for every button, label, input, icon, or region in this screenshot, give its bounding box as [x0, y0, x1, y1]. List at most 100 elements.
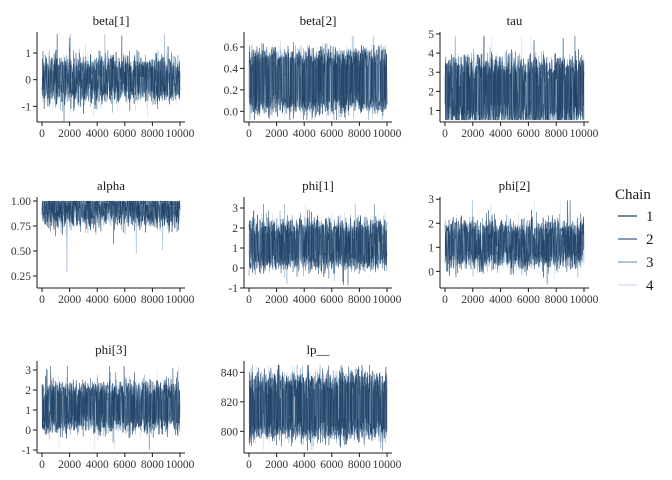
panel-alpha: alpha 1.00 0.75 0.50 0.25 0 2000 4000 6000 8000 10…: [11, 178, 195, 306]
panel-title: phi[3]: [95, 342, 127, 357]
x-tick-label: 6000: [320, 294, 343, 306]
x-tick-label: 4000: [86, 128, 109, 140]
trace-chain-1: [444, 200, 585, 278]
legend-label: 3: [646, 255, 654, 271]
panel-phi-3: phi[3] 3 2 1 0 -1 0 2000 4000 6000 8000 10000: [21, 342, 194, 471]
y-tick-label: 0.50: [11, 246, 31, 258]
y-tick-label: 840: [221, 367, 239, 379]
panel-tau: tau 5 4 3 2 10 2000 4000 6000 8000 10000: [428, 13, 598, 140]
x-tick-label: 2000: [461, 294, 484, 306]
y-tick-label: 0: [25, 75, 31, 87]
x-tick-label: 6000: [320, 128, 343, 140]
x-tick-label: 4000: [293, 128, 316, 140]
trace-chain-1: [248, 209, 388, 283]
y-tick-label: 1: [428, 105, 434, 117]
x-tick-label: 8000: [141, 128, 164, 140]
panel-title: phi[1]: [302, 178, 334, 193]
panel-title: beta[2]: [300, 13, 337, 28]
x-tick-label: 8000: [348, 294, 371, 306]
y-tick-label: 0: [232, 263, 238, 275]
x-tick-label: 6000: [517, 294, 540, 306]
x-tick-label: 8000: [141, 459, 164, 471]
x-tick-label: 2000: [58, 294, 81, 306]
x-tick-label: 2000: [265, 459, 288, 471]
panel-title: beta[1]: [93, 13, 130, 28]
x-tick-label: 4000: [293, 459, 316, 471]
y-tick-label: 0.4: [224, 63, 239, 75]
y-tick-label: 0.25: [11, 271, 31, 283]
x-tick-label: 0: [39, 128, 45, 140]
x-tick-label: 2000: [265, 294, 288, 306]
x-tick-label: 0: [246, 459, 252, 471]
x-tick-label: 6000: [320, 459, 343, 471]
y-tick-label: -1: [21, 445, 31, 457]
y-tick-label: -1: [228, 283, 238, 295]
y-tick-label: 0: [25, 425, 31, 437]
y-tick-label: 0.2: [224, 85, 239, 97]
x-tick-label: 8000: [348, 128, 371, 140]
y-tick-label: 4: [428, 48, 434, 60]
x-tick-label: 10000: [373, 459, 402, 471]
y-tick-label: 3: [428, 67, 434, 79]
y-tick-label: 1: [232, 243, 238, 255]
x-tick-label: 0: [246, 128, 252, 140]
y-tick-label: 820: [221, 397, 239, 409]
x-tick-label: 8000: [348, 459, 371, 471]
x-tick-label: 2000: [58, 128, 81, 140]
legend: Chain 1 2 3 4: [615, 187, 654, 294]
legend-label: 2: [646, 232, 654, 248]
y-tick-label: 0.0: [224, 106, 239, 118]
x-tick-label: 10000: [166, 128, 195, 140]
x-tick-label: 10000: [166, 459, 195, 471]
x-tick-label: 4000: [489, 128, 512, 140]
x-tick-label: 10000: [166, 294, 195, 306]
y-tick-label: 3: [25, 365, 31, 377]
legend-item-chain-3: 3: [618, 255, 654, 271]
y-tick-label: 1: [25, 48, 31, 60]
legend-item-chain-1: 1: [618, 209, 654, 225]
x-tick-label: 4000: [86, 459, 109, 471]
x-tick-label: 0: [246, 294, 252, 306]
panel-title: lp__: [306, 342, 330, 357]
x-tick-label: 4000: [86, 294, 109, 306]
y-tick-label: 0.75: [11, 221, 31, 233]
x-tick-label: 10000: [373, 128, 402, 140]
y-tick-label: 2: [25, 385, 31, 397]
y-tick-label: 3: [232, 203, 238, 215]
x-tick-label: 8000: [545, 128, 568, 140]
x-tick-label: 2000: [58, 459, 81, 471]
y-tick-label: 0: [428, 266, 434, 278]
legend-label: 1: [646, 209, 654, 225]
legend-title: Chain: [615, 187, 651, 203]
trace-chain-1: [41, 365, 181, 439]
x-tick-label: 0: [39, 459, 45, 471]
panel-title: tau: [507, 13, 523, 28]
trace-chain-1: [248, 43, 388, 121]
trace-chain-1: [41, 200, 181, 244]
legend-item-chain-4: 4: [618, 278, 654, 294]
y-tick-label: 0.6: [224, 42, 239, 54]
x-tick-label: 0: [39, 294, 45, 306]
x-tick-label: 2000: [265, 128, 288, 140]
legend-label: 4: [646, 278, 654, 294]
y-tick-label: 800: [221, 426, 239, 438]
panel-title: phi[2]: [499, 178, 531, 193]
trace-chain-1: [41, 34, 181, 114]
panel-beta-1: beta[1] 1 0 -1 0 2000 4000 6000 8000 10000: [21, 13, 194, 140]
panel-beta-2: beta[2] 0.6 0.4 0.2 0.0 0 2000 4000 6000 8000 1000…: [224, 13, 402, 140]
x-tick-label: 10000: [373, 294, 402, 306]
x-tick-label: 10000: [570, 294, 599, 306]
y-tick-label: 1: [428, 242, 434, 254]
x-tick-label: 8000: [545, 294, 568, 306]
x-tick-label: 4000: [489, 294, 512, 306]
panel-phi-2: phi[2] 3 2 1 0 0 2000 4000 6000 8000 10000: [428, 178, 598, 306]
x-tick-label: 6000: [113, 128, 136, 140]
x-tick-label: 10000: [570, 128, 599, 140]
trace-chain-1: [444, 35, 585, 121]
y-tick-label: 1.00: [11, 196, 31, 208]
x-tick-label: 6000: [517, 128, 540, 140]
x-tick-label: 6000: [113, 459, 136, 471]
y-tick-label: -1: [21, 101, 31, 113]
